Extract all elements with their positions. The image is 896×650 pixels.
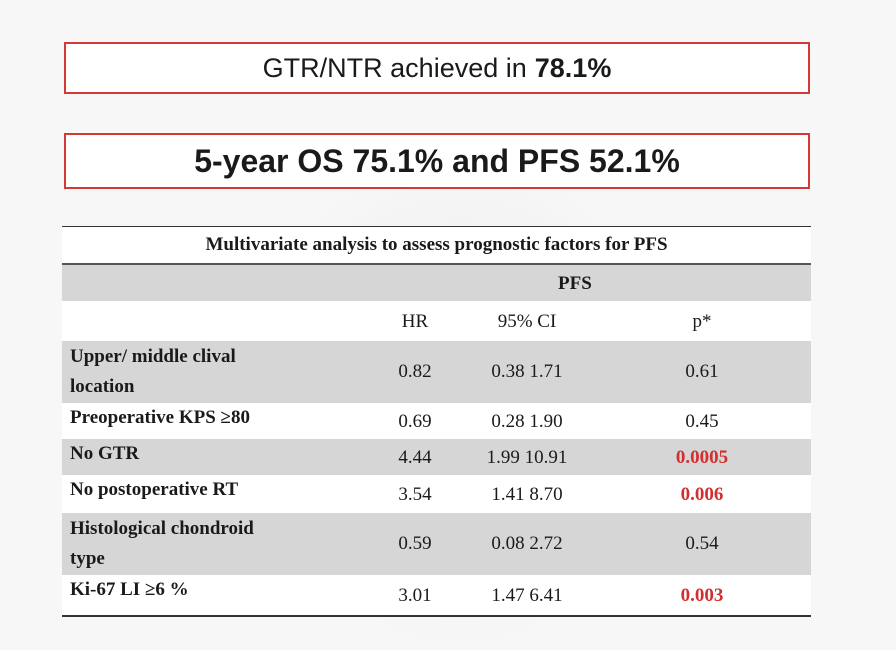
row-p-significant: 0.003 <box>680 585 724 606</box>
row-label-line2: location <box>70 376 135 397</box>
row-label: Histological chondroid type <box>70 514 254 574</box>
row-ci: 0.28 1.90 <box>491 411 563 432</box>
row-label-line1: Histological chondroid <box>70 518 254 539</box>
table-row: Histological chondroid type 0.59 0.08 2.… <box>62 513 811 575</box>
row-hr: 0.59 <box>398 533 432 554</box>
table-row: No postoperative RT 3.54 1.41 8.70 0.006 <box>62 475 811 513</box>
gtr-banner-text: GTR/NTR achieved in <box>262 52 527 83</box>
table-row: Ki-67 LI ≥6 % 3.01 1.47 6.41 0.003 <box>62 575 811 617</box>
row-ci: 1.99 10.91 <box>486 447 568 468</box>
row-p-significant: 0.0005 <box>675 447 729 468</box>
row-label: Ki-67 LI ≥6 % <box>70 579 189 600</box>
table-row: Upper/ middle clival location 0.82 0.38 … <box>62 341 811 403</box>
row-hr: 0.69 <box>398 411 432 432</box>
row-p: 0.61 <box>685 361 719 382</box>
col-hr: HR <box>401 311 429 332</box>
row-p: 0.45 <box>685 411 719 432</box>
survival-banner-text: 5-year OS 75.1% and PFS 52.1% <box>194 142 680 179</box>
row-p-significant: 0.006 <box>680 484 724 505</box>
table-caption: Multivariate analysis to assess prognost… <box>62 226 811 263</box>
gtr-banner-value: 78.1% <box>534 52 612 83</box>
table-group-header: PFS <box>62 263 811 301</box>
row-label-line2: type <box>70 548 105 569</box>
pfs-header: PFS <box>558 273 592 294</box>
row-ci: 0.08 2.72 <box>491 533 563 554</box>
multivariate-table: Multivariate analysis to assess prognost… <box>62 226 811 617</box>
row-label: No GTR <box>70 443 140 464</box>
survival-banner: 5-year OS 75.1% and PFS 52.1% <box>64 133 810 189</box>
row-label: Preoperative KPS ≥80 <box>70 407 250 428</box>
row-ci: 1.41 8.70 <box>491 484 563 505</box>
column-header-row: HR 95% CI p* <box>62 301 811 341</box>
gtr-banner: GTR/NTR achieved in 78.1% <box>64 42 810 94</box>
row-ci: 1.47 6.41 <box>491 585 563 606</box>
row-ci: 0.38 1.71 <box>491 361 563 382</box>
row-label: No postoperative RT <box>70 479 239 500</box>
row-p: 0.54 <box>685 533 719 554</box>
col-ci: 95% CI <box>497 311 557 332</box>
table-row: No GTR 4.44 1.99 10.91 0.0005 <box>62 439 811 475</box>
row-label-line1: Upper/ middle clival <box>70 346 236 367</box>
row-hr: 3.01 <box>398 585 432 606</box>
row-label: Upper/ middle clival location <box>70 342 236 402</box>
table-row: Preoperative KPS ≥80 0.69 0.28 1.90 0.45 <box>62 403 811 439</box>
row-hr: 0.82 <box>398 361 432 382</box>
row-hr: 4.44 <box>398 447 432 468</box>
col-p: p* <box>692 311 712 332</box>
row-hr: 3.54 <box>398 484 432 505</box>
